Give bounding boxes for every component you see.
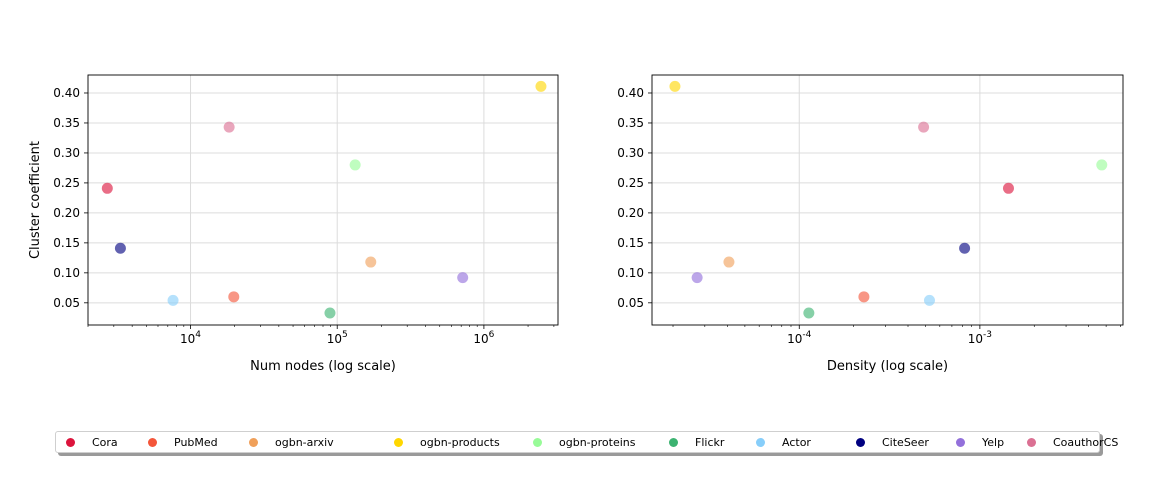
y-tick-label: 0.40	[53, 86, 80, 100]
x-axis-label: Density (log scale)	[827, 359, 948, 374]
data-point-yelp	[691, 272, 703, 284]
data-point-cora	[1002, 182, 1014, 194]
data-point-flickr	[803, 307, 815, 319]
legend-label: ogbn-proteins	[559, 435, 636, 449]
x-tick-label: 10-3	[968, 330, 992, 346]
legend-item: PubMed	[148, 432, 218, 452]
plot-frame	[651, 74, 1124, 326]
legend-marker	[66, 437, 75, 447]
legend-label: Flickr	[695, 435, 725, 449]
legend-item: Yelp	[956, 432, 1004, 452]
y-axis-label: Cluster coefficient	[28, 141, 43, 259]
y-tick-label: 0.20	[53, 206, 80, 220]
x-tick-label: 104	[180, 330, 201, 346]
data-point-ogbn-proteins	[349, 159, 361, 171]
legend-label: Actor	[782, 435, 811, 449]
data-point-ogbn-products	[535, 80, 547, 92]
legend-marker	[249, 437, 258, 447]
y-tick-label: 0.10	[53, 266, 80, 280]
data-point-citeseer	[959, 242, 971, 254]
y-tick-label: 0.20	[617, 206, 644, 220]
y-tick-label: 0.05	[53, 296, 80, 310]
y-tick-label: 0.30	[617, 146, 644, 160]
y-tick-label: 0.15	[617, 236, 644, 250]
legend-item: ogbn-proteins	[533, 432, 635, 452]
y-tick-label: 0.40	[617, 86, 644, 100]
data-point-flickr	[324, 307, 336, 319]
y-tick-label: 0.05	[617, 296, 644, 310]
legend-item: CiteSeer	[856, 432, 929, 452]
y-tick-label: 0.10	[617, 266, 644, 280]
data-point-ogbn-proteins	[1096, 159, 1108, 171]
legend-label: ogbn-products	[420, 435, 500, 449]
legend-marker	[856, 437, 865, 447]
x-tick-label: 10-4	[787, 330, 812, 346]
y-tick-label: 0.15	[53, 236, 80, 250]
x-axis-label: Num nodes (log scale)	[250, 359, 396, 374]
data-point-citeseer	[114, 242, 126, 254]
y-tick-label: 0.25	[53, 176, 80, 190]
data-point-pubmed	[228, 291, 240, 303]
legend-item: ogbn-products	[394, 432, 500, 452]
legend-label: PubMed	[174, 435, 218, 449]
legend-marker	[669, 437, 678, 447]
y-tick-label: 0.25	[617, 176, 644, 190]
data-point-ogbn-arxiv	[365, 256, 377, 268]
legend-marker	[756, 437, 765, 447]
x-tick-label: 105	[327, 330, 348, 346]
data-point-ogbn-products	[669, 80, 681, 92]
y-tick-label: 0.30	[53, 146, 80, 160]
legend-label: CoauthorCS	[1053, 435, 1119, 449]
data-point-yelp	[457, 272, 469, 284]
data-point-ogbn-arxiv	[723, 256, 735, 268]
legend-item: CoauthorCS	[1027, 432, 1118, 452]
legend-marker	[533, 437, 542, 447]
data-point-actor	[923, 294, 935, 306]
legend-marker	[148, 437, 157, 447]
data-point-coauthorcs	[223, 121, 235, 133]
y-tick-label: 0.35	[53, 116, 80, 130]
data-point-pubmed	[858, 291, 870, 303]
legend-item: Flickr	[669, 432, 724, 452]
legend-marker	[1027, 437, 1036, 447]
legend-item: Cora	[66, 432, 118, 452]
legend-label: CiteSeer	[882, 435, 929, 449]
plot-frame	[87, 74, 559, 326]
legend-marker	[956, 437, 965, 447]
legend-marker	[394, 437, 403, 447]
legend-item: ogbn-arxiv	[249, 432, 334, 452]
data-point-cora	[101, 182, 113, 194]
legend-label: ogbn-arxiv	[275, 435, 334, 449]
data-point-actor	[167, 294, 179, 306]
legend-label: Yelp	[982, 435, 1005, 449]
legend-label: Cora	[92, 435, 118, 449]
data-point-coauthorcs	[918, 121, 930, 133]
y-tick-label: 0.35	[617, 116, 644, 130]
legend: Cora PubMed ogbn-arxiv ogbn-products ogbn-pr…	[55, 431, 1118, 453]
scatter-figure: 0.05 0.10 0.15 0.20 0.25 0.30 0.35 0.40 104 105 10…	[28, 74, 1124, 374]
legend-item: Actor	[756, 432, 811, 452]
x-tick-label: 106	[473, 330, 494, 346]
